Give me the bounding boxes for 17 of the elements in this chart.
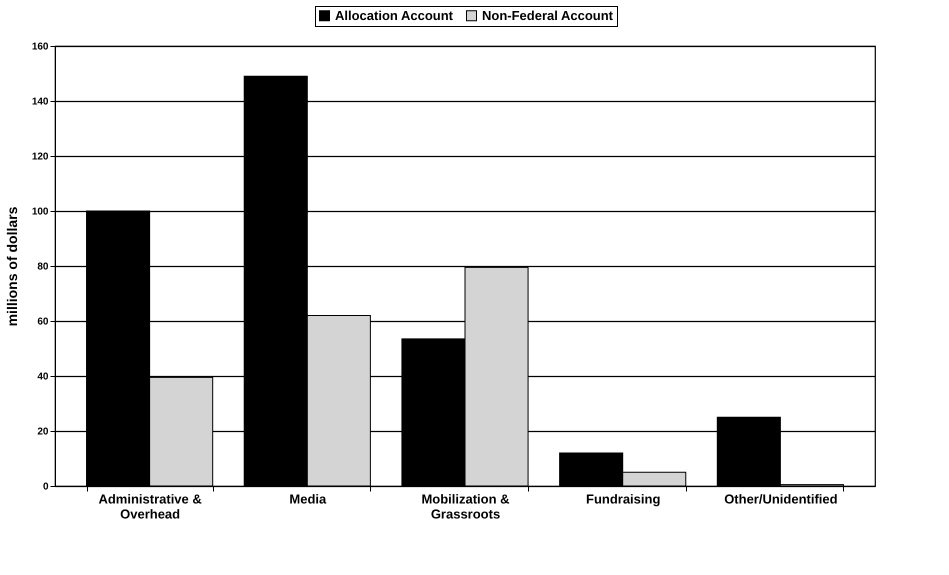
y-tick-label: 60 bbox=[37, 316, 49, 328]
x-tick-label: Administrative & Overhead bbox=[98, 492, 202, 522]
y-tick-label: 0 bbox=[42, 482, 49, 492]
y-axis-title: millions of dollars bbox=[4, 206, 20, 326]
x-tick-label: Mobilization & Grassroots bbox=[421, 492, 510, 522]
legend-label: Non-Federal Account bbox=[482, 8, 614, 23]
y-tick-label: 160 bbox=[32, 42, 49, 52]
x-tick-label: Media bbox=[289, 492, 327, 506]
x-tick-label: Fundraising bbox=[586, 492, 660, 506]
y-tick-label: 100 bbox=[32, 206, 49, 218]
y-tick-label: 120 bbox=[32, 152, 49, 162]
y-tick-label: 40 bbox=[37, 372, 49, 382]
y-tick-label: 140 bbox=[32, 96, 49, 108]
y-tick-label: 20 bbox=[37, 426, 49, 438]
x-tick-label: Other/Unidentified bbox=[724, 492, 838, 506]
y-tick-label: 80 bbox=[37, 262, 49, 272]
legend-label: Allocation Account bbox=[335, 8, 454, 23]
